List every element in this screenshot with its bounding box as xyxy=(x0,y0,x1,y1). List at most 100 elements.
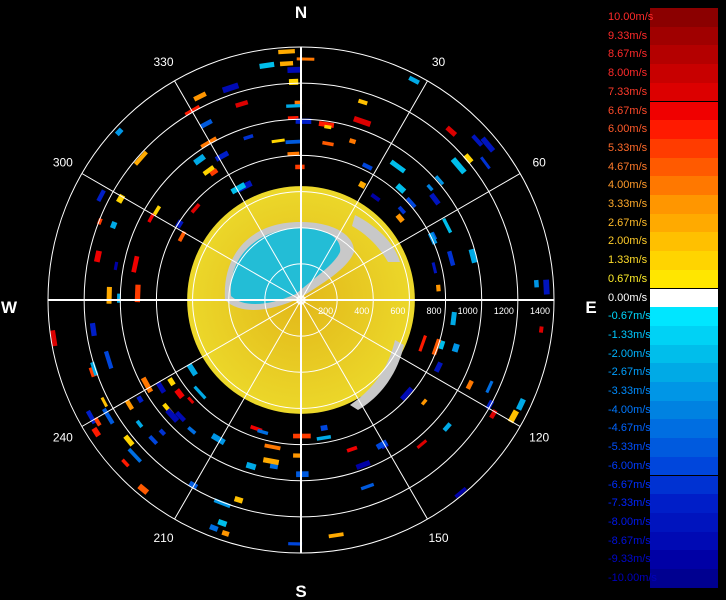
range-gate xyxy=(426,183,434,192)
range-gate xyxy=(202,165,215,176)
range-gate xyxy=(389,159,406,174)
colorbar-entry: -5.33m/s xyxy=(606,438,718,457)
colorbar-label: -2.67m/s xyxy=(608,366,651,379)
range-gate xyxy=(480,136,496,153)
range-gate xyxy=(320,424,328,432)
range-gate xyxy=(264,443,281,451)
colorbar-entry: 10.00m/s xyxy=(606,8,718,27)
colorbar-label: -4.00m/s xyxy=(608,403,651,416)
range-gate xyxy=(96,189,106,203)
range-gate xyxy=(174,410,187,423)
radar-center-icon xyxy=(295,294,307,306)
colorbar-entry: -8.67m/s xyxy=(606,531,718,551)
range-gate xyxy=(89,322,97,337)
azimuth-spoke xyxy=(81,299,302,427)
colorbar-swatch xyxy=(650,438,718,457)
range-gate xyxy=(124,399,135,411)
azimuth-label: 210 xyxy=(153,531,173,545)
range-gate xyxy=(400,386,414,401)
range-gate xyxy=(447,250,456,267)
colorbar-label: 0.00m/s xyxy=(608,291,648,304)
colorbar-swatch xyxy=(650,512,718,532)
range-gate xyxy=(295,164,305,170)
colorbar-swatch xyxy=(650,419,718,439)
colorbar-swatch xyxy=(650,195,718,214)
colorbar-entry: 2.00m/s xyxy=(606,232,718,252)
colorbar-entry: 5.33m/s xyxy=(606,138,718,158)
range-gate xyxy=(293,453,302,458)
range-gate xyxy=(114,127,124,137)
colorbar-label: 7.33m/s xyxy=(608,85,648,98)
range-gate xyxy=(135,419,144,429)
range-gate xyxy=(324,124,332,130)
colorbar-entry: 0.00m/s xyxy=(606,288,718,308)
colorbar-label: -8.00m/s xyxy=(608,515,651,528)
colorbar-swatch xyxy=(650,45,718,65)
colorbar-swatch xyxy=(650,269,718,289)
colorbar-swatch xyxy=(650,325,718,345)
range-gate xyxy=(217,518,228,528)
range-gate xyxy=(408,75,420,85)
range-gate xyxy=(127,447,142,463)
azimuth-spoke xyxy=(300,299,521,427)
range-gate xyxy=(533,279,539,288)
range-gate xyxy=(431,262,438,274)
colorbar-swatch xyxy=(650,569,718,588)
range-gate xyxy=(322,140,334,147)
colorbar-entry: 4.67m/s xyxy=(606,157,718,177)
range-gate xyxy=(450,157,467,175)
colorbar-label: -10.00m/s xyxy=(608,572,657,584)
colorbar-label: 3.33m/s xyxy=(608,198,648,210)
colorbar-label: 4.00m/s xyxy=(608,179,648,192)
range-gate xyxy=(121,458,130,468)
range-gate xyxy=(148,434,159,446)
colorbar-swatch xyxy=(650,138,718,158)
colorbar-entry: 1.33m/s xyxy=(606,251,718,270)
range-gate xyxy=(515,398,526,411)
colorbar-label: -3.33m/s xyxy=(608,385,651,397)
range-gate xyxy=(131,255,140,273)
range-gate xyxy=(193,91,207,102)
range-gate xyxy=(288,78,299,86)
colorbar-label: -1.33m/s xyxy=(608,328,651,341)
colorbar-entry: 8.00m/s xyxy=(606,64,718,83)
range-gate xyxy=(416,439,428,449)
colorbar-swatch xyxy=(650,251,718,270)
azimuth-label: 30 xyxy=(432,55,446,69)
range-gate xyxy=(100,396,109,408)
range-gate xyxy=(485,380,494,394)
range-gate xyxy=(230,182,247,195)
range-gate xyxy=(174,388,185,400)
range-gate xyxy=(375,439,389,450)
range-gate xyxy=(287,66,301,73)
colorbar-label: 2.67m/s xyxy=(608,216,648,229)
range-gate xyxy=(296,57,315,61)
colorbar-entry: 4.00m/s xyxy=(606,176,718,195)
range-gate xyxy=(200,136,218,149)
colorbar-label: -2.00m/s xyxy=(608,347,651,360)
colorbar-swatch xyxy=(650,550,718,569)
range-gate xyxy=(257,428,269,436)
range-gate xyxy=(442,422,452,432)
range-gate xyxy=(286,103,301,108)
colorbar-label: 6.00m/s xyxy=(608,123,648,136)
range-gate xyxy=(243,134,254,141)
colorbar-entry: 0.67m/s xyxy=(606,269,718,289)
range-gate xyxy=(442,217,453,234)
range-gate xyxy=(147,212,155,223)
azimuth-spoke xyxy=(174,299,302,520)
colorbar-swatch xyxy=(650,494,718,513)
range-gate xyxy=(296,471,309,478)
range-gate xyxy=(357,98,368,106)
range-gate xyxy=(418,335,427,352)
range-gate xyxy=(188,480,199,490)
colorbar-swatch xyxy=(650,213,718,233)
range-label: 800 xyxy=(427,306,442,316)
range-gate xyxy=(279,60,294,67)
range-gate xyxy=(353,115,372,127)
range-gate xyxy=(435,284,441,292)
range-gate xyxy=(507,409,520,424)
colorbar-swatch xyxy=(650,382,718,401)
colorbar-entry: 3.33m/s xyxy=(606,195,718,214)
range-gate xyxy=(152,205,162,217)
